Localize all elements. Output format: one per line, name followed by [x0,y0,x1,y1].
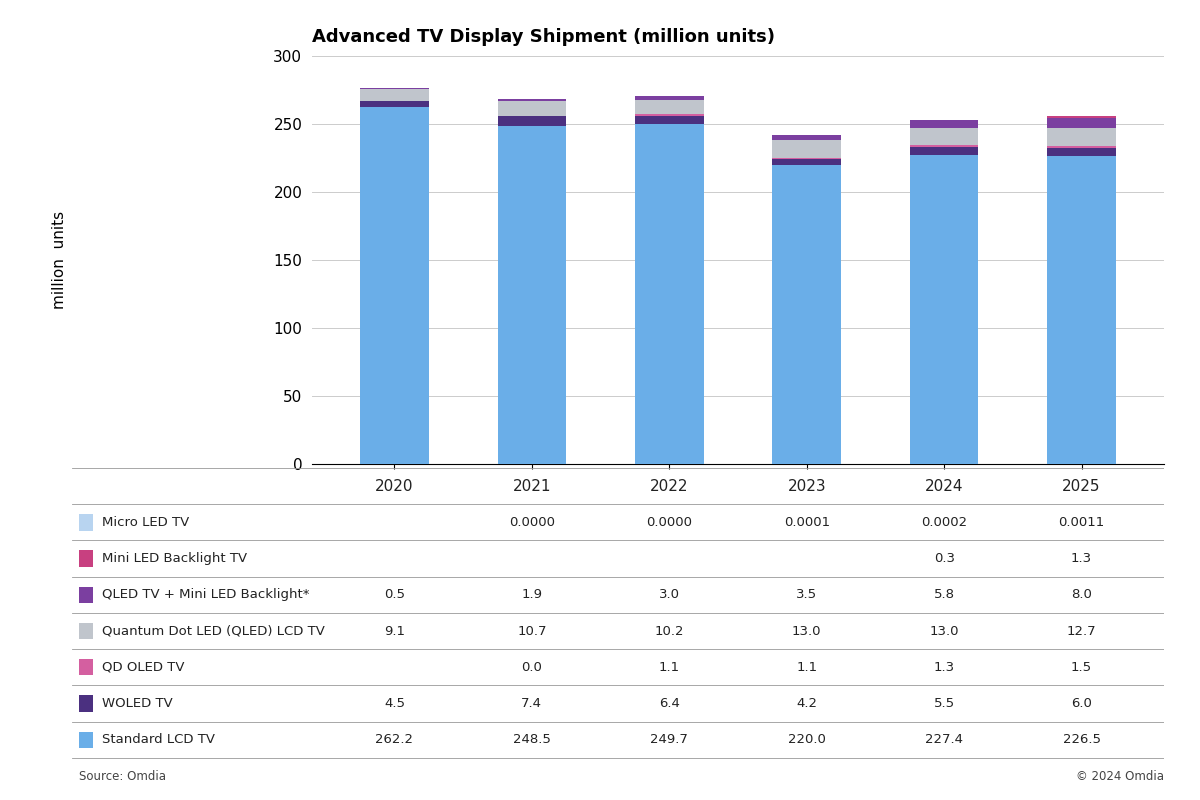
Text: 3.0: 3.0 [659,588,679,602]
Text: 8.0: 8.0 [1072,588,1092,602]
Bar [79,732,92,748]
Text: 0.0000: 0.0000 [509,516,554,529]
Text: 6.4: 6.4 [659,697,679,710]
Text: Standard LCD TV: Standard LCD TV [102,734,215,746]
Text: 6.0: 6.0 [1072,697,1092,710]
Text: 220.0: 220.0 [787,734,826,746]
Bar [635,96,703,100]
Bar [1048,116,1116,118]
Text: 13.0: 13.0 [929,625,959,638]
Text: WOLED TV: WOLED TV [102,697,173,710]
Bar [1048,118,1116,129]
Bar [79,586,92,603]
Text: 1.3: 1.3 [1070,552,1092,565]
Text: 0.0002: 0.0002 [922,516,967,529]
Text: 3.5: 3.5 [796,588,817,602]
Bar [910,146,978,147]
Text: 4.2: 4.2 [797,697,817,710]
Text: 0.0001: 0.0001 [784,516,829,529]
Bar [79,623,92,639]
Bar [635,125,703,464]
Text: 226.5: 226.5 [1062,734,1100,746]
Bar [1048,148,1116,156]
Text: Mini LED Backlight TV: Mini LED Backlight TV [102,552,247,565]
Bar [635,116,703,125]
Bar [79,695,92,712]
Bar [910,128,978,146]
Text: 1.9: 1.9 [521,588,542,602]
Bar [79,659,92,675]
Text: 4.5: 4.5 [384,697,404,710]
Text: 227.4: 227.4 [925,734,964,746]
Bar [910,147,978,154]
Text: 1.1: 1.1 [659,661,680,674]
Bar [498,116,566,126]
Bar [635,100,703,114]
Text: 262.2: 262.2 [376,734,414,746]
Text: 2024: 2024 [925,478,964,494]
Bar [360,107,428,464]
Text: Quantum Dot LED (QLED) LCD TV: Quantum Dot LED (QLED) LCD TV [102,625,324,638]
Bar [773,140,841,158]
Text: 0.3: 0.3 [934,552,955,565]
Text: 2023: 2023 [787,478,826,494]
Bar [498,99,566,102]
Text: million  units: million units [53,211,67,309]
Text: 0.5: 0.5 [384,588,404,602]
Bar [910,154,978,464]
Text: Advanced TV Display Shipment (million units): Advanced TV Display Shipment (million un… [312,28,775,46]
Text: 12.7: 12.7 [1067,625,1097,638]
Text: 7.4: 7.4 [521,697,542,710]
Text: 0.0011: 0.0011 [1058,516,1105,529]
Text: 13.0: 13.0 [792,625,822,638]
Bar [773,158,841,159]
Text: 0.0: 0.0 [522,661,542,674]
Text: 2021: 2021 [512,478,551,494]
Bar [1048,146,1116,148]
Bar [498,126,566,464]
Text: 248.5: 248.5 [512,734,551,746]
Bar [498,102,566,116]
Bar [79,550,92,566]
Text: 1.1: 1.1 [796,661,817,674]
Bar [360,89,428,102]
Text: 10.7: 10.7 [517,625,547,638]
Text: 0.0000: 0.0000 [647,516,692,529]
Text: 2025: 2025 [1062,478,1100,494]
Bar [79,514,92,530]
Text: QD OLED TV: QD OLED TV [102,661,184,674]
Text: 5.5: 5.5 [934,697,955,710]
Text: 9.1: 9.1 [384,625,404,638]
Text: QLED TV + Mini LED Backlight*: QLED TV + Mini LED Backlight* [102,588,310,602]
Text: 1.5: 1.5 [1070,661,1092,674]
Bar [910,120,978,128]
Bar [1048,129,1116,146]
Text: 2022: 2022 [650,478,689,494]
Text: 1.3: 1.3 [934,661,955,674]
Bar [773,135,841,140]
Bar [635,114,703,116]
Bar [360,102,428,107]
Bar [773,165,841,464]
Text: 10.2: 10.2 [654,625,684,638]
Text: 249.7: 249.7 [650,734,689,746]
Text: Micro LED TV: Micro LED TV [102,516,188,529]
Text: Source: Omdia: Source: Omdia [79,770,166,783]
Text: 2020: 2020 [376,478,414,494]
Bar [1048,156,1116,464]
Text: © 2024 Omdia: © 2024 Omdia [1076,770,1164,783]
Bar [773,159,841,165]
Text: 5.8: 5.8 [934,588,955,602]
